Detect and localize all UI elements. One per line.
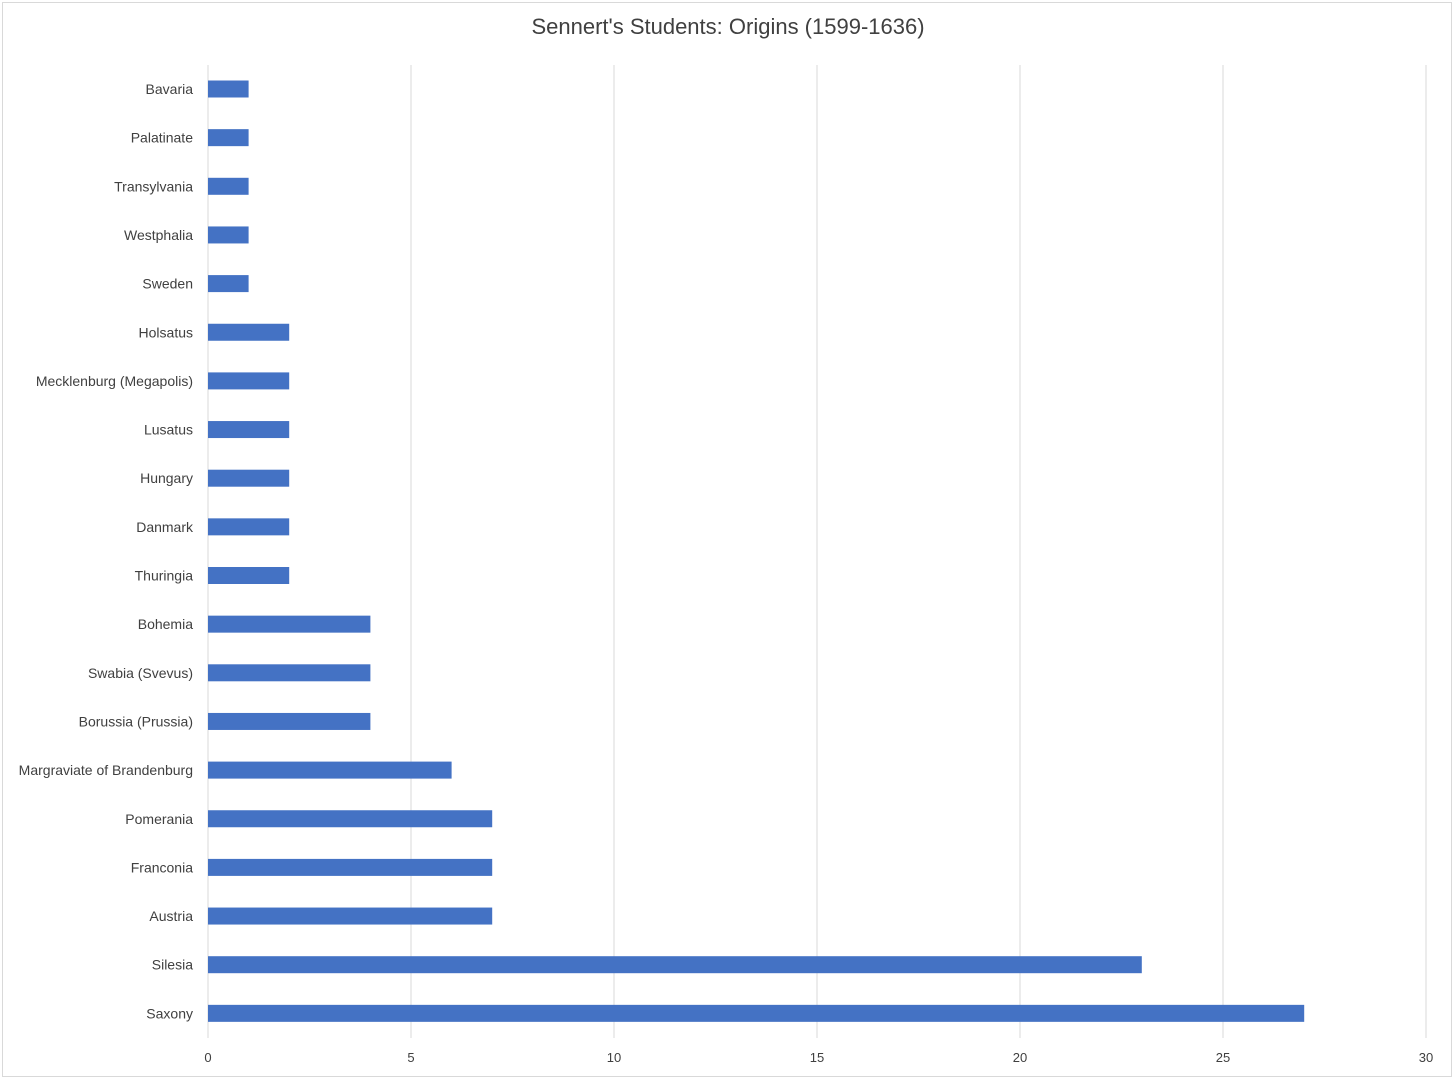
category-label: Saxony [146, 1005, 193, 1021]
bar [208, 858, 493, 876]
x-tick-label: 0 [204, 1050, 211, 1065]
category-label: Danmark [136, 519, 194, 535]
bar [208, 956, 1142, 974]
category-label: Holsatus [139, 324, 193, 340]
bar [208, 469, 290, 487]
bar [208, 907, 493, 925]
bar [208, 664, 371, 682]
x-axis-ticks: 0 5 10 15 20 25 30 [204, 1050, 1433, 1065]
category-label: Margraviate of Brandenburg [19, 762, 193, 778]
bar [208, 323, 290, 341]
x-tick-label: 30 [1419, 1050, 1433, 1065]
bar [208, 810, 493, 828]
category-label: Swabia (Svevus) [88, 665, 193, 681]
category-labels: Bavaria Palatinate Transylvania Westphalia S… [19, 81, 194, 1021]
bar [208, 567, 290, 584]
gridlines [207, 65, 1427, 1038]
bar [208, 129, 249, 147]
bar [208, 226, 249, 244]
category-label: Westphalia [124, 227, 193, 243]
category-label: Mecklenburg (Megapolis) [36, 373, 193, 389]
category-label: Lusatus [144, 422, 193, 438]
category-label: Transylvania [114, 178, 193, 194]
x-tick-label: 25 [1216, 1050, 1230, 1065]
bar [208, 421, 290, 439]
category-label: Palatinate [131, 130, 193, 146]
category-label: Austria [149, 908, 193, 924]
bar [208, 177, 249, 195]
category-label: Pomerania [125, 811, 193, 827]
chart-title: Sennert's Students: Origins (1599-1636) [531, 14, 925, 39]
x-tick-label: 20 [1013, 1050, 1027, 1065]
category-label: Bavaria [146, 81, 194, 97]
category-label: Thuringia [135, 568, 194, 584]
category-label: Franconia [131, 859, 193, 875]
category-label: Silesia [152, 957, 193, 973]
x-tick-label: 5 [407, 1050, 414, 1065]
bar [208, 372, 290, 390]
x-tick-label: 10 [607, 1050, 621, 1065]
category-label: Hungary [140, 470, 193, 486]
bar [208, 615, 371, 633]
category-label: Borussia (Prussia) [79, 713, 193, 729]
bar [208, 1004, 1305, 1022]
bar [208, 712, 371, 730]
category-label: Sweden [142, 276, 193, 292]
bar [208, 761, 452, 779]
category-label: Bohemia [138, 616, 193, 632]
bar [208, 275, 249, 293]
bar [208, 518, 290, 536]
x-tick-label: 15 [810, 1050, 824, 1065]
bar [208, 80, 249, 98]
bars [208, 80, 1305, 1022]
